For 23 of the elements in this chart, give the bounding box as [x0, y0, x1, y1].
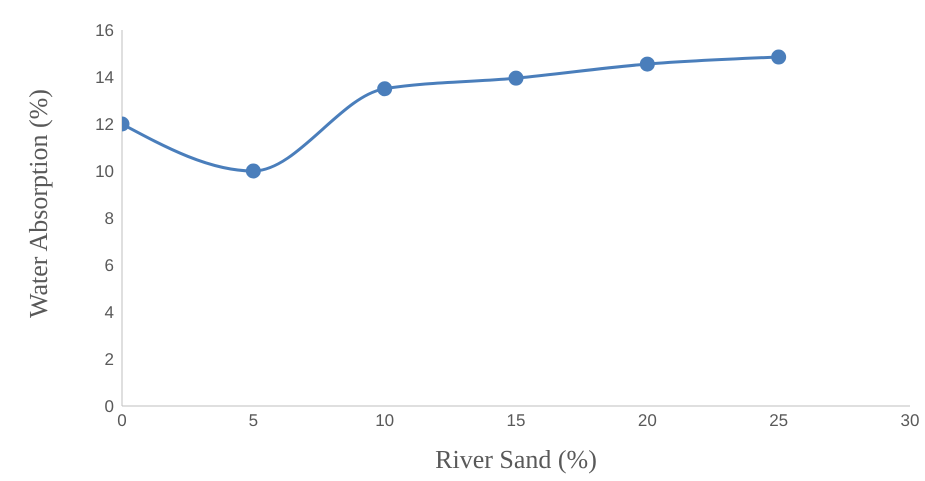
y-tick-label: 12 [95, 115, 114, 134]
x-tick-label: 0 [117, 411, 127, 430]
point [771, 50, 786, 65]
x-tick-label: 30 [900, 411, 920, 430]
x-tick-label: 15 [506, 411, 526, 430]
y-tick-label: 4 [104, 303, 114, 322]
x-axis-title: River Sand (%) [435, 445, 597, 474]
y-tick-label: 0 [104, 397, 114, 416]
y-tick-label: 10 [95, 162, 114, 182]
x-tick-label: 20 [638, 411, 657, 430]
point [508, 70, 524, 86]
point [246, 164, 261, 178]
x-tick-label: 25 [769, 411, 788, 430]
point [377, 81, 392, 96]
y-tick-label: 6 [104, 256, 114, 276]
x-tick-label: 10 [375, 411, 394, 430]
point [640, 56, 655, 72]
y-axis-title: Water Absorption (%) [24, 89, 54, 318]
y-tick-label: 16 [95, 21, 114, 40]
y-tick-label: 8 [104, 209, 114, 228]
y-tick-label: 2 [104, 350, 114, 370]
x-tick-label: 5 [248, 411, 258, 430]
y-tick-label: 14 [95, 68, 114, 88]
